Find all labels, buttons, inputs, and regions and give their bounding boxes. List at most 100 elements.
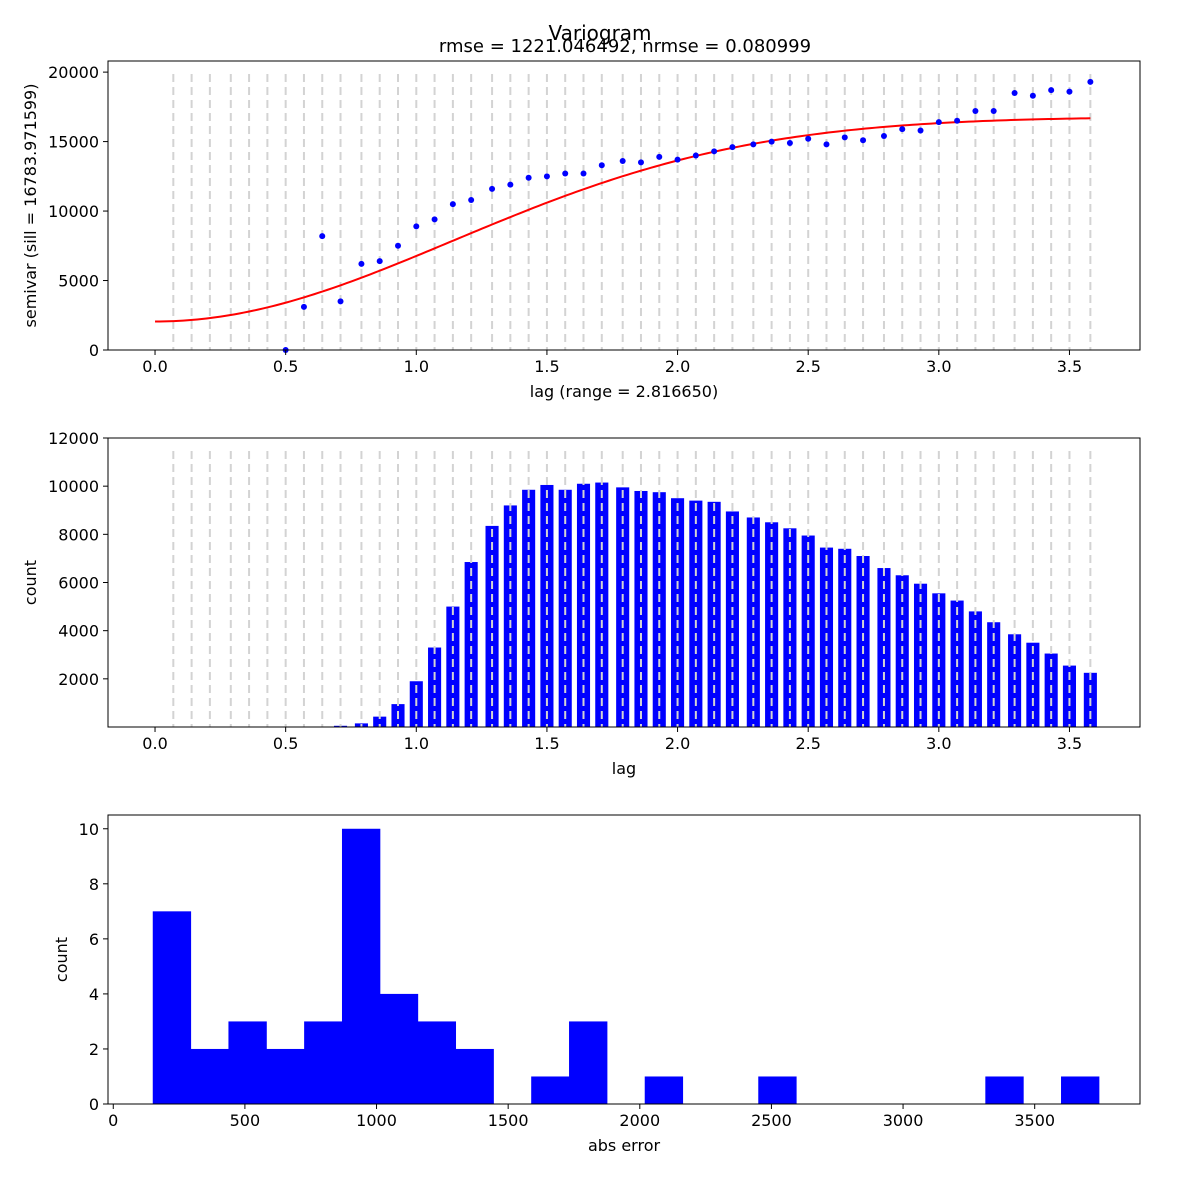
semivariance-point: [841, 134, 848, 141]
semivariance-point: [489, 185, 496, 192]
semivariance-point: [358, 260, 365, 267]
semivariance-point: [376, 258, 383, 265]
semivariance-point: [395, 242, 402, 249]
count-bar: [540, 484, 554, 727]
x-tick-label: 0: [108, 1111, 118, 1130]
y-tick-label: 20000: [48, 63, 99, 82]
y-tick-label: 10000: [48, 202, 99, 221]
y-tick-label: 0: [89, 1095, 99, 1114]
semivariance-point: [619, 158, 626, 165]
x-tick-label: 0.5: [273, 357, 298, 376]
count-bar: [801, 535, 815, 727]
y-tick-label: 6000: [58, 574, 99, 593]
x-tick-label: 3500: [1014, 1111, 1055, 1130]
semivariance-point: [562, 170, 569, 177]
histogram-bar: [304, 1021, 343, 1104]
y-tick-label: 10: [79, 820, 99, 839]
histogram-bar: [531, 1076, 570, 1104]
x-tick-label: 3.0: [926, 734, 951, 753]
semivariance-point: [674, 156, 681, 163]
plot-frame: [107, 437, 1141, 728]
semivariance-point: [1066, 88, 1073, 95]
semivariance-point: [1048, 87, 1055, 94]
count-bar: [1008, 634, 1022, 727]
semivariance-point: [1011, 89, 1018, 96]
y-tick-label: 4: [89, 985, 99, 1004]
semivariance-point: [729, 144, 736, 151]
count-bar: [968, 611, 982, 727]
x-tick-label: 2500: [751, 1111, 792, 1130]
y-axis-label: count: [52, 937, 71, 982]
histogram-bar: [569, 1021, 608, 1104]
x-axis-label: lag (range = 2.816650): [530, 382, 718, 401]
x-tick-label: 1.5: [534, 734, 559, 753]
semivariance-point: [711, 148, 718, 155]
semivariance-point: [917, 127, 924, 134]
y-tick-label: 8000: [58, 525, 99, 544]
semivariance-point: [880, 133, 887, 140]
y-tick-label: 10000: [48, 477, 99, 496]
y-tick-label: 12000: [48, 429, 99, 448]
histogram-bar: [1061, 1076, 1100, 1104]
semivariance-point: [805, 135, 812, 142]
semivariance-point: [300, 303, 307, 310]
count-bar: [576, 483, 591, 727]
semivariance-point: [692, 152, 699, 159]
x-axis-label: lag: [612, 759, 636, 778]
x-tick-label: 500: [230, 1111, 261, 1130]
y-tick-label: 0: [89, 341, 99, 360]
semivariance-point: [431, 216, 438, 223]
semivariance-point: [1087, 78, 1094, 85]
y-tick-label: 4000: [58, 622, 99, 641]
semivariance-point: [525, 174, 532, 181]
count-bar: [725, 511, 739, 727]
semivariance-point: [449, 201, 456, 208]
semivariance-point: [990, 108, 997, 115]
x-tick-label: 2.5: [795, 357, 820, 376]
histogram-bar: [758, 1076, 797, 1104]
histogram-bar: [644, 1076, 684, 1104]
semivariance-point: [899, 126, 906, 133]
x-tick-label: 0.0: [142, 734, 167, 753]
histogram-bar: [417, 1021, 457, 1104]
x-tick-label: 1500: [488, 1111, 529, 1130]
semivariance-point: [972, 108, 979, 115]
x-tick-label: 1.0: [404, 357, 429, 376]
plot-frame: [107, 814, 1141, 1105]
x-tick-label: 3.0: [926, 357, 951, 376]
semivariance-point: [823, 141, 830, 148]
variogram-panel: 0.0 0.5 1.0 1.5 2.0 2.5 3.0 3.5 0 5000 10000 15000 2…: [21, 60, 1141, 401]
semivariance-point: [786, 139, 793, 146]
count-bar: [373, 716, 387, 727]
semivariance-point: [319, 233, 326, 240]
histogram-bar: [455, 1048, 494, 1104]
count-bar: [503, 505, 517, 727]
semivariance-point: [598, 162, 605, 169]
x-tick-label: 0.0: [142, 357, 167, 376]
semivariance-point: [1029, 92, 1036, 99]
semivariance-point: [580, 170, 587, 177]
semivariance-point: [337, 298, 344, 305]
count-bar: [1062, 665, 1077, 727]
x-tick-label: 3.5: [1057, 734, 1082, 753]
semivariance-point: [935, 119, 942, 126]
histogram-bar: [985, 1076, 1024, 1104]
histogram-bar: [190, 1048, 229, 1104]
abs-error-panel: 0 500 1000 1500 2000 2500 3000 3500 0 2 4 6 8 10 abs e…: [52, 814, 1141, 1155]
semivariance-point: [656, 153, 663, 160]
y-axis-label: semivar (sill = 16783.971599): [21, 84, 40, 328]
model-curve: [155, 117, 1091, 323]
y-tick-label: 15000: [48, 133, 99, 152]
semivariance-point: [860, 137, 867, 144]
figure-suptitle: Variogram: [548, 21, 651, 45]
y-tick-label: 2000: [58, 670, 99, 689]
y-tick-label: 2: [89, 1040, 99, 1059]
x-tick-label: 0.5: [273, 734, 298, 753]
semivariance-point: [413, 223, 420, 230]
x-tick-label: 2.0: [665, 357, 690, 376]
histogram-bar: [266, 1048, 305, 1104]
semivariance-point: [637, 159, 644, 166]
histogram-bar: [379, 993, 419, 1104]
semivariance-point: [768, 138, 775, 145]
